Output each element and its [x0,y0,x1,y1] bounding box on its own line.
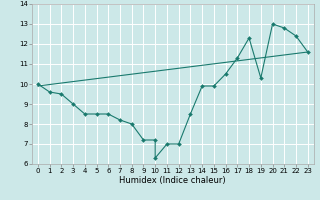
X-axis label: Humidex (Indice chaleur): Humidex (Indice chaleur) [119,176,226,185]
